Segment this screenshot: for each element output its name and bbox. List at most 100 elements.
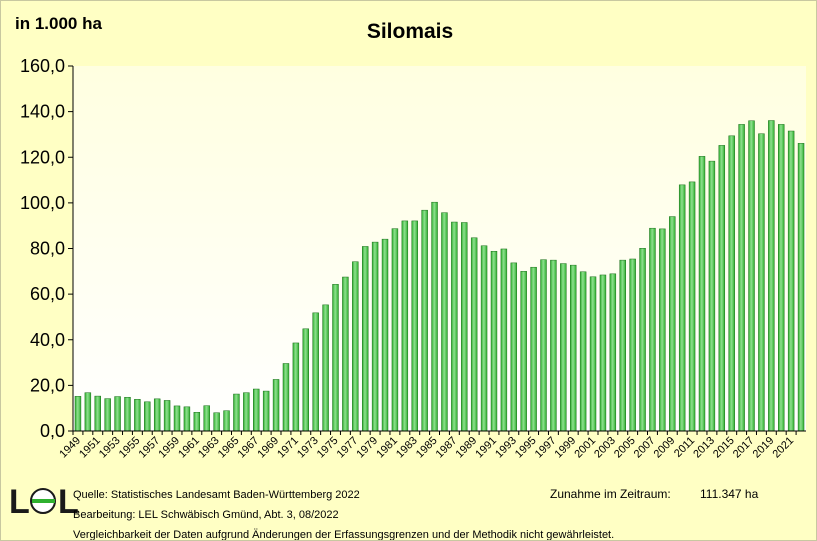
bar-2015 — [728, 135, 735, 432]
bar-1995 — [530, 266, 537, 432]
y-tick-label: 160,0 — [20, 56, 65, 76]
bar-1974 — [322, 304, 329, 432]
bar-2004 — [619, 259, 626, 432]
x-tick-label-2015: 2015 — [711, 435, 737, 461]
increase-label: Zunahme im Zeitraum: — [550, 487, 671, 501]
bar-1966 — [243, 392, 250, 432]
bar-1996 — [540, 259, 547, 432]
bar-2019 — [768, 120, 775, 432]
x-tick-label-2013: 2013 — [691, 435, 717, 461]
x-tick-label-1985: 1985 — [414, 435, 440, 461]
bar-2006 — [639, 248, 646, 432]
bar-1976 — [342, 276, 349, 432]
x-tick-label-1957: 1957 — [137, 435, 163, 461]
x-tick-label-1973: 1973 — [295, 435, 321, 461]
x-tick-label-2001: 2001 — [572, 435, 598, 461]
bar-1957 — [153, 398, 161, 432]
bar-1973 — [312, 312, 319, 432]
source-text: Quelle: Statistisches Landesamt Baden-Wü… — [73, 489, 360, 501]
bar-1949 — [74, 396, 82, 432]
y-tick-label: 40,0 — [30, 330, 65, 350]
bar-1954 — [124, 396, 131, 432]
x-tick-label-2021: 2021 — [770, 435, 796, 461]
x-tick-label-1997: 1997 — [533, 435, 559, 461]
y-tick-label: 120,0 — [20, 147, 65, 167]
x-tick-label-1981: 1981 — [374, 435, 400, 461]
bar-1956 — [144, 401, 151, 432]
bar-1989 — [470, 237, 478, 432]
x-tick-label-1979: 1979 — [354, 435, 380, 461]
chart-title: Silomais — [367, 20, 453, 43]
x-tick-label-1965: 1965 — [216, 435, 242, 461]
x-tick-label-2007: 2007 — [632, 435, 658, 461]
bar-1984 — [421, 209, 428, 432]
bar-2012 — [698, 156, 706, 432]
x-tick-label-1977: 1977 — [335, 435, 361, 461]
bar-1967 — [253, 388, 260, 432]
y-tick-label: 80,0 — [30, 239, 65, 259]
bar-2022 — [797, 143, 805, 432]
x-tick-label-1999: 1999 — [553, 435, 579, 461]
bar-1955 — [134, 399, 141, 432]
x-tick-label-1955: 1955 — [117, 435, 143, 461]
disclaimer-text: Vergleichbarkeit der Daten aufgrund Ände… — [73, 529, 614, 540]
bar-1992 — [500, 248, 508, 432]
bar-2010 — [678, 184, 686, 432]
bar-1987 — [451, 221, 458, 432]
bar-1980 — [381, 238, 389, 432]
x-tick-label-2009: 2009 — [652, 435, 678, 461]
bar-2013 — [708, 160, 716, 432]
lel-logo: L L — [9, 483, 79, 521]
x-tick-label-1995: 1995 — [513, 435, 539, 461]
x-tick-label-2017: 2017 — [731, 435, 757, 461]
bar-1962 — [203, 405, 210, 432]
bar-1960 — [183, 406, 191, 432]
x-tick-label-1983: 1983 — [394, 435, 420, 461]
bar-1959 — [173, 405, 181, 432]
bar-1982 — [401, 220, 409, 432]
y-tick-label: 60,0 — [30, 284, 65, 304]
bar-1971 — [292, 342, 300, 432]
bar-1969 — [272, 379, 280, 432]
bar-2021 — [787, 130, 795, 432]
bar-2014 — [718, 145, 726, 432]
bar-1991 — [490, 250, 498, 432]
y-tick-label: 100,0 — [20, 193, 65, 213]
x-tick-label-1975: 1975 — [315, 435, 341, 461]
bar-1994 — [520, 271, 527, 432]
editor-text: Bearbeitung: LEL Schwäbisch Gmünd, Abt. … — [73, 509, 339, 521]
bar-2007 — [649, 227, 656, 432]
bar-2005 — [629, 258, 636, 432]
bar-1988 — [461, 222, 468, 432]
x-tick-label-1963: 1963 — [196, 435, 222, 461]
plot-area — [73, 66, 806, 431]
x-tick-label-1961: 1961 — [176, 435, 202, 461]
x-tick-label-1967: 1967 — [236, 435, 262, 461]
bar-1985 — [431, 201, 438, 432]
bar-1993 — [510, 262, 518, 432]
bar-1998 — [560, 263, 567, 432]
bar-1951 — [94, 395, 101, 432]
x-axis: 1949195119531955195719591961196319651967… — [57, 430, 806, 461]
x-tick-label-1993: 1993 — [493, 435, 519, 461]
bar-1981 — [391, 228, 399, 432]
x-tick-label-1951: 1951 — [77, 435, 103, 461]
logo-letter-l2: L — [58, 483, 79, 521]
x-tick-label-1987: 1987 — [434, 435, 460, 461]
bar-1977 — [352, 261, 359, 432]
bar-1972 — [302, 328, 309, 432]
x-tick-label-2019: 2019 — [751, 435, 777, 461]
x-tick-label-2011: 2011 — [672, 435, 697, 460]
x-tick-label-2003: 2003 — [592, 435, 618, 461]
bar-1975 — [332, 284, 339, 432]
bar-1986 — [441, 212, 448, 432]
y-tick-label: 0,0 — [40, 421, 65, 441]
x-tick-label-1991: 1991 — [473, 435, 499, 461]
bar-1968 — [262, 390, 270, 432]
bar-2017 — [748, 120, 755, 432]
y-tick-label: 140,0 — [20, 102, 65, 122]
bar-1983 — [411, 220, 418, 432]
bar-2003 — [609, 273, 617, 432]
